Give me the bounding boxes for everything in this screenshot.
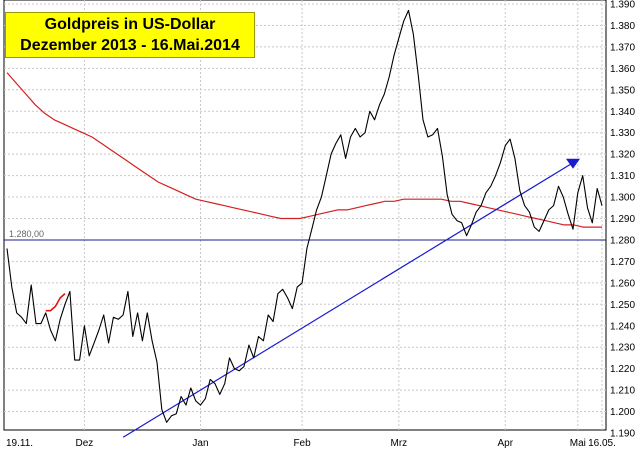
series-layer — [4, 9, 606, 438]
y-tick-label: 1.270 — [610, 257, 635, 268]
x-tick-label: Mai — [570, 438, 586, 449]
y-tick-label: 1.360 — [610, 64, 635, 75]
chart-subtitle: Dezember 2013 - 16.Mai.2014 — [20, 37, 240, 54]
x-tick-label: Jan — [192, 438, 208, 449]
x-tick-label: Feb — [293, 438, 311, 449]
y-tick-label: 1.380 — [610, 21, 635, 32]
chart-title: Goldpreis in US-Dollar — [44, 16, 216, 33]
y-tick-label: 1.190 — [610, 429, 635, 440]
x-tick-label: 19.11. — [6, 438, 33, 449]
x-axis-ticks: 19.11. Dez Jan Feb Mrz Apr Mai 16.05. — [6, 438, 616, 449]
x-tick-label: Apr — [497, 438, 513, 449]
y-tick-label: 1.280 — [610, 235, 635, 246]
y-tick-label: 1.300 — [610, 193, 635, 204]
y-tick-label: 1.320 — [610, 150, 635, 161]
y-axis-ticks: 1.190 1.200 1.210 1.220 1.230 1.240 1.250 1.260… — [610, 0, 635, 440]
y-tick-label: 1.210 — [610, 386, 635, 397]
y-tick-label: 1.340 — [610, 107, 635, 118]
support-level-label: 1.280,00 — [9, 229, 44, 239]
y-tick-label: 1.390 — [610, 0, 635, 11]
x-tick-label: 16.05. — [588, 438, 616, 449]
y-tick-label: 1.260 — [610, 278, 635, 289]
x-tick-label: Mrz — [390, 438, 407, 449]
x-tick-label: Dez — [75, 438, 93, 449]
plot-frame — [3, 0, 607, 431]
y-tick-label: 1.240 — [610, 321, 635, 332]
y-tick-label: 1.220 — [610, 364, 635, 375]
y-tick-label: 1.200 — [610, 407, 635, 418]
chart-title-box: Goldpreis in US-Dollar Dezember 2013 - 1… — [5, 12, 255, 58]
y-tick-label: 1.370 — [610, 42, 635, 53]
moving-average-line — [6, 72, 602, 228]
y-tick-label: 1.230 — [610, 343, 635, 354]
trend-arrow-head — [565, 158, 580, 169]
y-tick-label: 1.330 — [610, 128, 635, 139]
y-tick-label: 1.250 — [610, 300, 635, 311]
y-tick-label: 1.290 — [610, 214, 635, 225]
highlight-segment — [45, 293, 66, 312]
y-tick-label: 1.310 — [610, 171, 635, 182]
gold-price-line — [6, 9, 603, 423]
y-tick-label: 1.350 — [610, 85, 635, 96]
trend-line — [122, 162, 574, 438]
